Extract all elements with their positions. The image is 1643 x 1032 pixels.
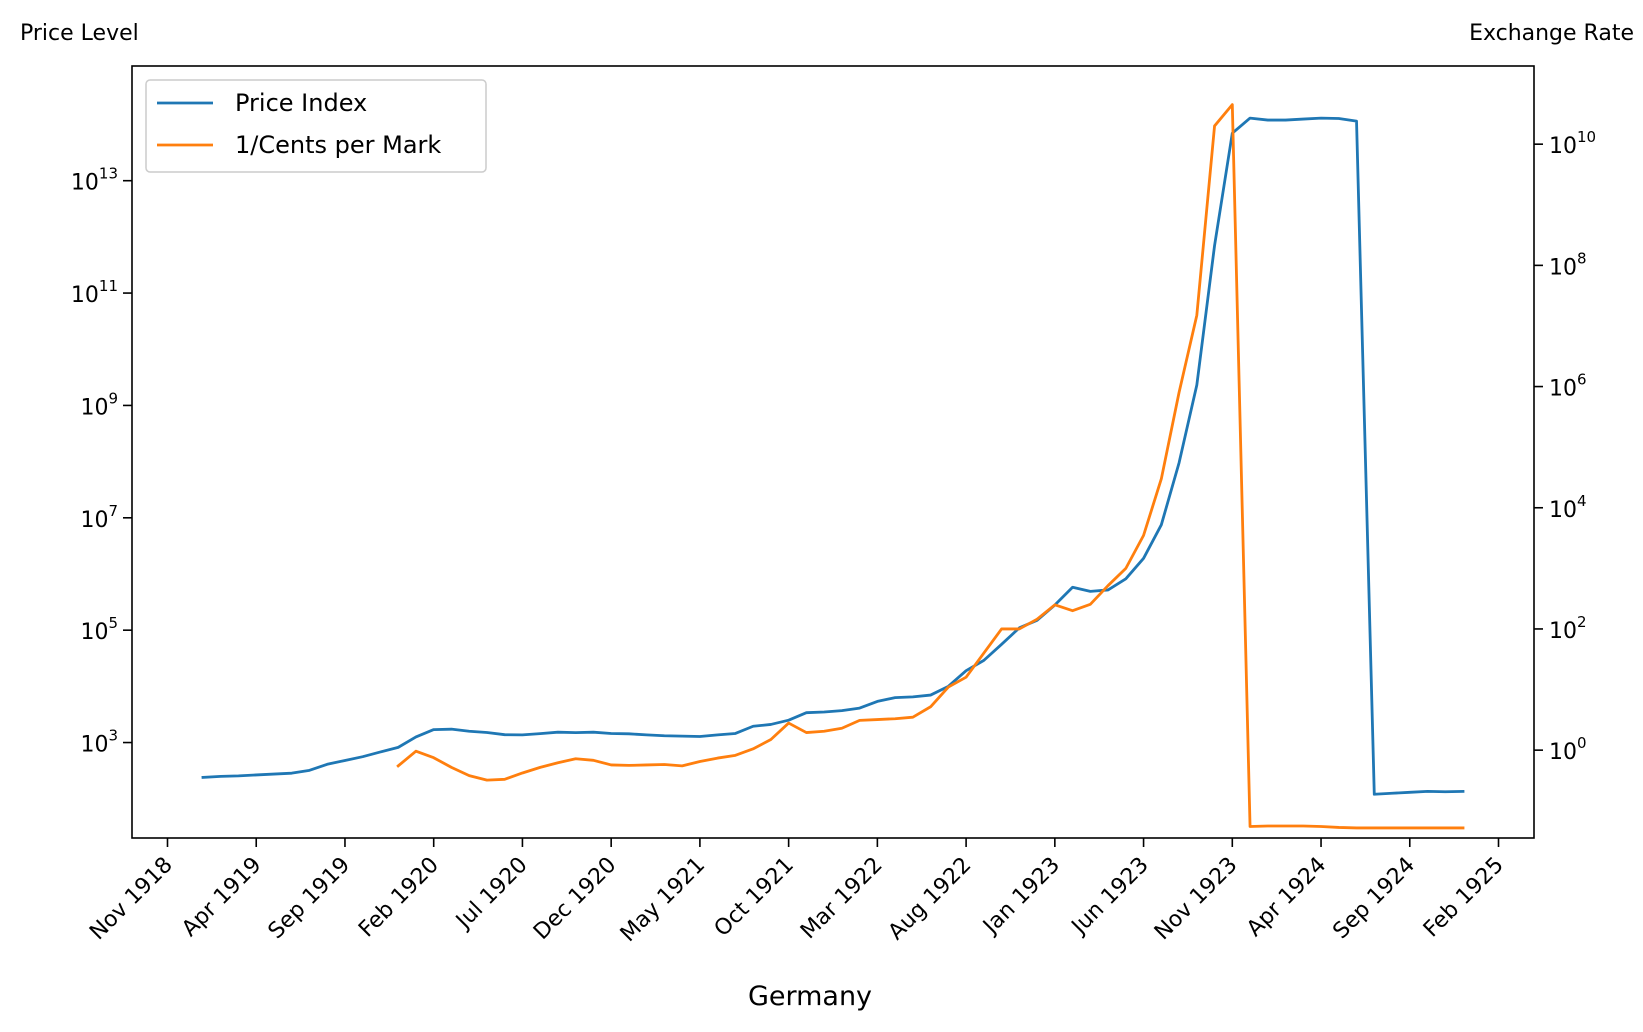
legend-label-price-index: Price Index: [235, 89, 367, 117]
y-tick-label: 102: [1549, 613, 1587, 644]
y-tick-label: 1013: [71, 165, 118, 196]
legend: Price Index 1/Cents per Mark: [145, 79, 487, 173]
y-tick-label: 107: [80, 502, 118, 533]
y-tick-label: 109: [80, 389, 118, 420]
y-tick-label: 1011: [71, 277, 118, 308]
y-tick-label: 104: [1549, 492, 1587, 523]
x-axis-title: Germany: [748, 981, 872, 1012]
y-tick-label: 100: [1549, 734, 1587, 765]
y-tick-label: 105: [80, 614, 118, 645]
y-tick-label: 1010: [1549, 128, 1596, 159]
series-line-price-index: [201, 116, 1465, 796]
legend-box: [145, 79, 487, 173]
left-axis-title: Price Level: [20, 21, 139, 46]
legend-label-cents-per-mark: 1/Cents per Mark: [235, 131, 441, 159]
left-y-axis: 103 105 107 109 1011 1013: [71, 165, 132, 758]
y-tick-label: 106: [1549, 371, 1587, 402]
y-tick-label: 108: [1549, 249, 1587, 280]
series-layer: [201, 103, 1465, 830]
right-y-axis: 100 102 104 106 108 1010: [1534, 128, 1596, 765]
right-axis-title: Exchange Rate: [1469, 21, 1634, 46]
plot-frame: [131, 65, 1535, 839]
y-tick-label: 103: [80, 727, 118, 758]
